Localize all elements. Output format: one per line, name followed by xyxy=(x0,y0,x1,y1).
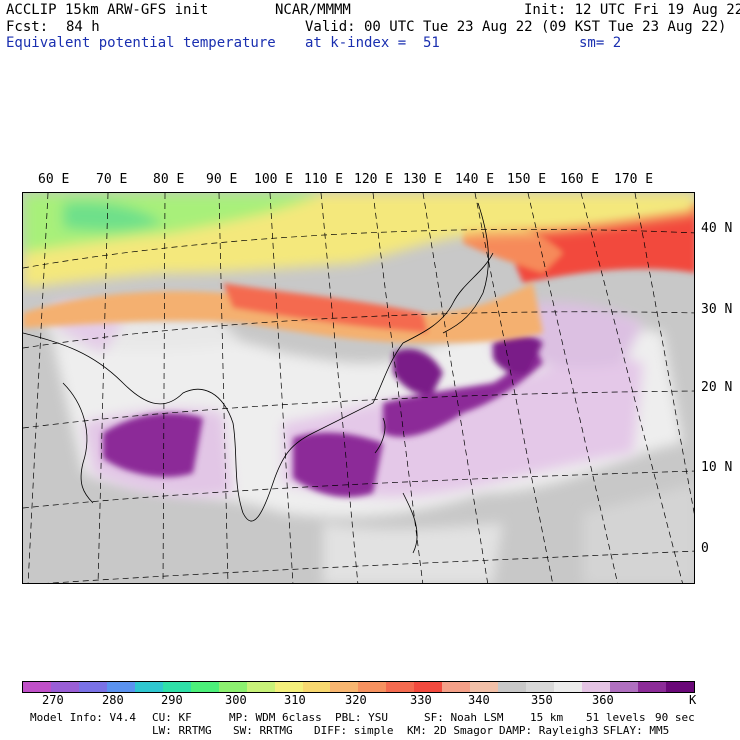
field-name: Equivalent potential temperature xyxy=(6,35,276,51)
colorbar-swatch xyxy=(414,682,443,692)
lon-label: 130 E xyxy=(403,172,443,187)
colorbar-swatch xyxy=(582,682,611,692)
smoothing-label: sm= 2 xyxy=(579,35,622,51)
colorbar-tick: 340 xyxy=(468,693,490,707)
lat-label: 30 N xyxy=(701,302,733,317)
forecast-hour-value: 84 h xyxy=(66,19,100,35)
lon-label: 150 E xyxy=(507,172,547,187)
colorbar-swatch xyxy=(50,682,79,692)
lon-label: 170 E xyxy=(614,172,654,187)
model-title: ACCLIP 15km ARW-GFS init xyxy=(6,2,209,18)
colorbar-tick: 350 xyxy=(531,693,553,707)
colorbar-swatch xyxy=(302,682,331,692)
lon-label: 140 E xyxy=(455,172,495,187)
forecast-hour-label: Fcst: xyxy=(6,19,49,35)
colorbar-swatch xyxy=(330,682,359,692)
colorbar-swatch xyxy=(386,682,415,692)
footer-cu: CU: KF xyxy=(152,711,192,724)
colorbar-swatch xyxy=(554,682,583,692)
colorbar-swatch xyxy=(665,682,694,692)
lon-label: 120 E xyxy=(354,172,394,187)
colorbar-tick: 300 xyxy=(225,693,247,707)
valid-time: Valid: 00 UTC Tue 23 Aug 22 (09 KST Tue … xyxy=(305,19,727,35)
footer-model-info: Model Info: V4.4 xyxy=(30,711,136,724)
colorbar-swatch xyxy=(162,682,191,692)
lat-label: 0 xyxy=(701,541,709,556)
colorbar-swatch xyxy=(246,682,275,692)
colorbar-tick: 330 xyxy=(410,693,432,707)
colorbar-swatch xyxy=(218,682,247,692)
lon-label: 100 E xyxy=(254,172,294,187)
footer-lw: LW: RRTMG xyxy=(152,724,212,737)
lon-label: 110 E xyxy=(304,172,344,187)
footer-resolution: 15 km xyxy=(530,711,564,724)
lat-label: 10 N xyxy=(701,460,733,475)
theta-e-map[interactable] xyxy=(22,192,695,584)
level-label: at k-index = 51 xyxy=(305,35,440,51)
colorbar-swatch xyxy=(442,682,471,692)
colorbar-tick: 270 xyxy=(42,693,64,707)
colorbar xyxy=(22,681,695,693)
colorbar-swatch xyxy=(498,682,527,692)
colorbar-swatch xyxy=(23,682,51,692)
colorbar-swatch xyxy=(106,682,135,692)
colorbar-swatch xyxy=(526,682,555,692)
graticule xyxy=(23,193,694,583)
footer-mp: MP: WDM 6class xyxy=(229,711,322,724)
lon-label: 160 E xyxy=(560,172,600,187)
footer-sflay: SFLAY: MM5 xyxy=(603,724,670,737)
colorbar-unit: K xyxy=(689,693,697,707)
colorbar-swatch xyxy=(134,682,163,692)
footer-km: KM: 2D Smagor xyxy=(407,724,494,737)
footer-timestep: 90 sec xyxy=(655,711,695,724)
colorbar-tick: 280 xyxy=(102,693,124,707)
colorbar-swatch xyxy=(610,682,638,692)
colorbar-swatch xyxy=(637,682,666,692)
map-canvas xyxy=(23,193,694,583)
init-time: Init: 12 UTC Fri 19 Aug 22 xyxy=(524,2,740,18)
lat-label: 40 N xyxy=(701,221,733,236)
warm-band xyxy=(23,203,694,343)
colorbar-tick: 310 xyxy=(284,693,306,707)
footer-pbl: PBL: YSU xyxy=(335,711,388,724)
colorbar-swatch xyxy=(190,682,219,692)
footer-sf: SF: Noah LSM xyxy=(424,711,504,724)
organization-label: NCAR/MMMM xyxy=(275,2,351,18)
lon-label: 70 E xyxy=(96,172,128,187)
footer-levels: 51 levels xyxy=(586,711,646,724)
cool-air-band xyxy=(23,193,694,288)
footer-damp: DAMP: Rayleigh3 xyxy=(499,724,599,737)
colorbar-swatch xyxy=(274,682,303,692)
colorbar-tick: 320 xyxy=(345,693,367,707)
colorbar-swatch xyxy=(78,682,107,692)
footer-sw: SW: RRTMG xyxy=(233,724,293,737)
footer-diff: DIFF: simple xyxy=(314,724,394,737)
lon-label: 60 E xyxy=(38,172,70,187)
colorbar-swatch xyxy=(358,682,387,692)
lon-label: 90 E xyxy=(206,172,238,187)
colorbar-swatch xyxy=(470,682,499,692)
lon-label: 80 E xyxy=(153,172,185,187)
lat-label: 20 N xyxy=(701,380,733,395)
colorbar-tick: 290 xyxy=(161,693,183,707)
colorbar-tick: 360 xyxy=(592,693,614,707)
